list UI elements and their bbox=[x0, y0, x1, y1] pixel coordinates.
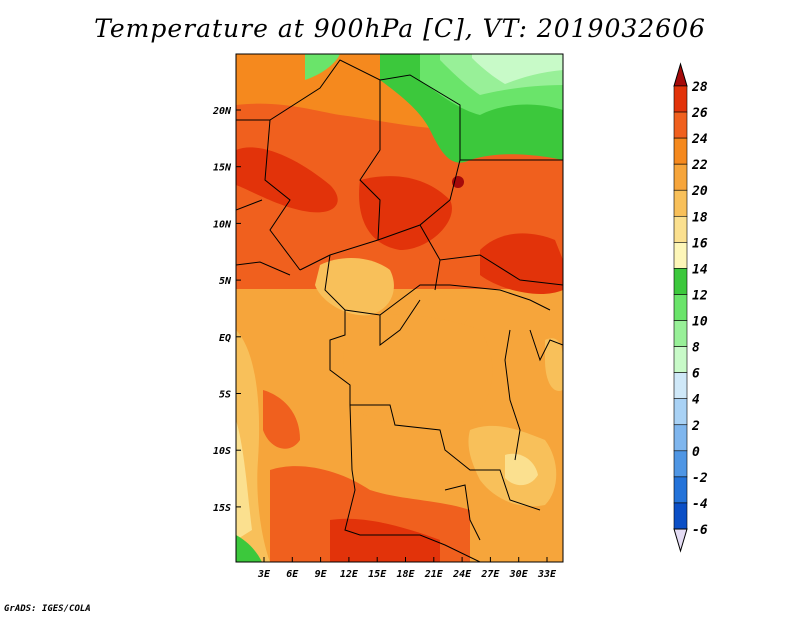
colorbar-box bbox=[673, 320, 688, 347]
colorbar-box bbox=[673, 85, 688, 113]
colorbar-label: 0 bbox=[692, 445, 700, 460]
latitude-axis: 20N 15N 10N 5N EQ 5S 10S 15S bbox=[212, 106, 241, 514]
colorbar-label: -6 bbox=[692, 523, 708, 538]
lon-tick-label: 9E bbox=[315, 569, 328, 580]
map-title: Temperature at 900hPa [C], VT: 201903260… bbox=[94, 14, 706, 43]
lat-tick-label: EQ bbox=[219, 333, 231, 344]
lat-tick-label: 10S bbox=[213, 446, 231, 457]
lon-tick-label: 27E bbox=[480, 569, 500, 580]
colorbar-label: 26 bbox=[691, 106, 708, 121]
colorbar-box bbox=[673, 476, 688, 504]
lon-tick-label: 15E bbox=[368, 569, 387, 580]
lat-tick-label: 15N bbox=[213, 163, 232, 174]
colorbar-label: -2 bbox=[692, 471, 708, 486]
colorbar-box bbox=[673, 137, 688, 165]
colorbar-label: 14 bbox=[692, 262, 708, 277]
lon-tick-label: 21E bbox=[424, 569, 444, 580]
colorbar-label: 8 bbox=[692, 341, 700, 356]
colorbar-box bbox=[673, 294, 688, 321]
colorbar-label: 22 bbox=[691, 158, 708, 173]
colorbar-box bbox=[673, 215, 688, 243]
lon-tick-label: 3E bbox=[257, 569, 271, 580]
map-frame bbox=[235, 53, 564, 563]
lon-tick-label: 12E bbox=[340, 569, 359, 580]
colorbar-box bbox=[673, 242, 688, 269]
colorbar-box bbox=[673, 163, 688, 191]
colorbar-label: 28 bbox=[691, 80, 708, 95]
colorbar-box bbox=[673, 450, 688, 478]
lon-tick-label: 24E bbox=[452, 569, 472, 580]
colorbar-label: -4 bbox=[692, 497, 708, 512]
colorbar-box bbox=[673, 372, 688, 400]
colorbar-label: 10 bbox=[692, 315, 708, 330]
country-borders bbox=[236, 59, 563, 562]
lat-tick-label: 15S bbox=[213, 503, 231, 514]
lat-tick-label: 5S bbox=[219, 390, 231, 401]
colorbar-box bbox=[673, 398, 688, 426]
longitude-axis: 3E 6E 9E 12E 15E 18E 21E 24E 27E 30E 33E bbox=[257, 557, 557, 580]
lat-tick-label: 20N bbox=[212, 106, 232, 117]
lon-tick-label: 33E bbox=[537, 569, 557, 580]
colorbar-label: 18 bbox=[692, 210, 708, 225]
lon-tick-label: 6E bbox=[286, 569, 299, 580]
grads-credit: GrADS: IGES/COLA bbox=[4, 604, 91, 614]
colorbar-box bbox=[673, 111, 688, 139]
colorbar-max-arrow bbox=[673, 62, 688, 87]
lon-tick-label: 30E bbox=[509, 569, 529, 580]
colorbar-box bbox=[673, 424, 688, 452]
colorbar-label: 2 bbox=[691, 419, 700, 434]
lon-tick-label: 18E bbox=[396, 569, 415, 580]
colorbar-box bbox=[673, 502, 688, 530]
colorbar-label: 4 bbox=[692, 393, 700, 408]
lat-tick-label: 5N bbox=[219, 276, 232, 287]
colorbar-label: 24 bbox=[691, 132, 708, 147]
colorbar-label: 12 bbox=[692, 288, 708, 303]
lat-tick-label: 10N bbox=[213, 219, 232, 230]
colorbar-box bbox=[673, 268, 688, 295]
colorbar-box bbox=[673, 346, 688, 373]
colorbar-min-arrow bbox=[673, 528, 688, 553]
colorbar-label: 6 bbox=[692, 367, 700, 382]
colorbar-label: 20 bbox=[691, 184, 708, 199]
colorbar-box bbox=[673, 189, 688, 217]
colorbar-label: 16 bbox=[692, 236, 708, 251]
temperature-field bbox=[236, 54, 563, 562]
